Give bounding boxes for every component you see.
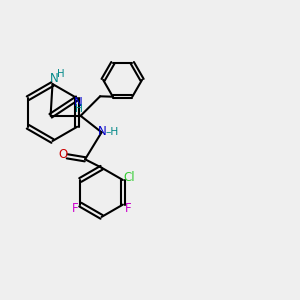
Text: Cl: Cl bbox=[124, 170, 135, 184]
Text: N: N bbox=[50, 72, 58, 85]
Text: F: F bbox=[125, 202, 132, 215]
Text: N: N bbox=[98, 125, 106, 138]
Text: H: H bbox=[75, 104, 83, 114]
Text: N: N bbox=[74, 96, 83, 109]
Text: –H: –H bbox=[106, 127, 119, 137]
Text: H: H bbox=[57, 69, 65, 80]
Text: F: F bbox=[72, 202, 78, 215]
Text: O: O bbox=[59, 148, 68, 161]
